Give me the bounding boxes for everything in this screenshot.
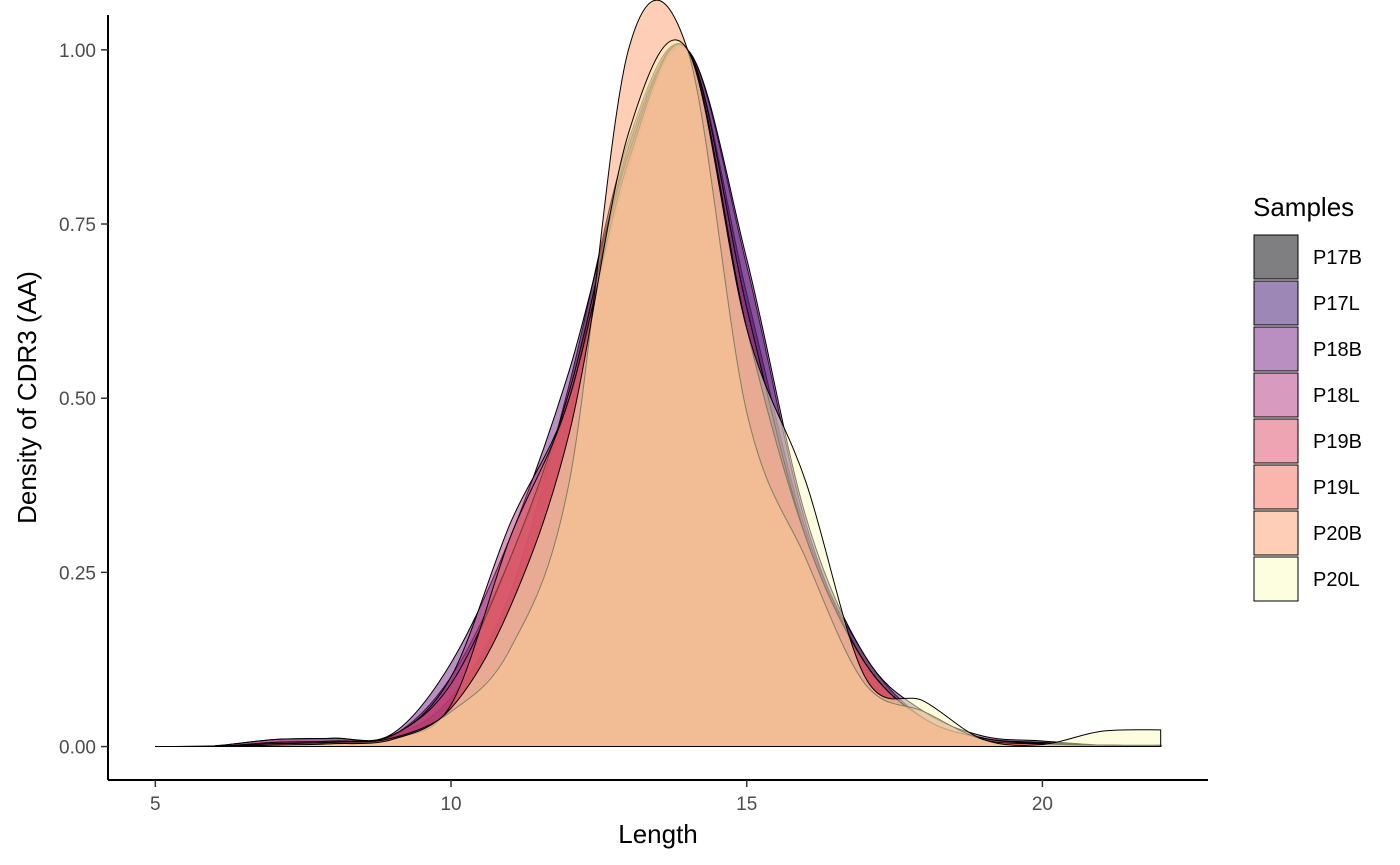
legend-label-p20l: P20L xyxy=(1313,569,1360,591)
legend-title: Samples xyxy=(1253,192,1354,222)
x-tick-label: 5 xyxy=(150,794,161,815)
legend-key-p20b xyxy=(1253,510,1299,556)
legend-label-p19l: P19L xyxy=(1313,477,1360,499)
legend-label-p20b: P20B xyxy=(1313,523,1362,545)
legend: Samples P17B P17L P18B P18L P19B P19L P20B P20L xyxy=(1253,192,1362,602)
y-tick-label: 1.00 xyxy=(59,41,96,62)
y-tick-label: 0.25 xyxy=(59,563,96,584)
legend-key-p18l xyxy=(1253,372,1299,418)
legend-label-p18b: P18B xyxy=(1313,339,1362,361)
legend-key-p17l xyxy=(1253,280,1299,326)
x-axis-title: Length xyxy=(618,819,698,849)
y-tick-label: 0.00 xyxy=(59,738,96,759)
density-area-p20l xyxy=(155,39,1162,748)
x-tick-label: 20 xyxy=(1032,794,1053,815)
legend-key-p19b xyxy=(1253,418,1299,464)
legend-label-p17b: P17B xyxy=(1313,247,1362,269)
y-axis-title: Density of CDR3 (AA) xyxy=(12,271,42,524)
legend-label-p19b: P19B xyxy=(1313,431,1362,453)
legend-key-p17b xyxy=(1253,234,1299,280)
density-areas xyxy=(155,0,1162,748)
x-tick-label: 15 xyxy=(736,794,757,815)
y-axis-ticks: 0.00 0.25 0.50 0.75 1.00 xyxy=(59,41,108,759)
legend-key-p19l xyxy=(1253,464,1299,510)
legend-label-p18l: P18L xyxy=(1313,385,1360,407)
y-tick-label: 0.50 xyxy=(59,389,96,410)
y-tick-label: 0.75 xyxy=(59,215,96,236)
x-tick-label: 10 xyxy=(440,794,461,815)
legend-key-p20l xyxy=(1253,556,1299,602)
axes: 5 10 15 20 0.00 0.25 0.50 0.75 1.00 xyxy=(59,15,1208,815)
x-axis-ticks: 5 10 15 20 xyxy=(150,780,1053,815)
legend-label-p17l: P17L xyxy=(1313,293,1360,315)
legend-items: P17B P17L P18B P18L P19B P19L P20B P20L xyxy=(1253,234,1362,602)
legend-key-p18b xyxy=(1253,326,1299,372)
